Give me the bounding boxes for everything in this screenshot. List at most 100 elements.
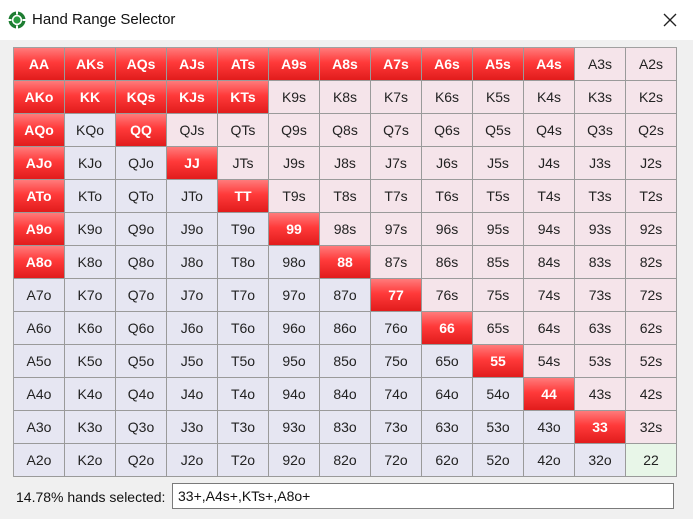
hand-cell-qts[interactable]: QTs [218, 114, 269, 147]
hand-cell-64o[interactable]: 64o [422, 378, 473, 411]
hand-cell-k3s[interactable]: K3s [575, 81, 626, 114]
hand-cell-99[interactable]: 99 [269, 213, 320, 246]
hand-cell-a9s[interactable]: A9s [269, 48, 320, 81]
hand-cell-a2s[interactable]: A2s [626, 48, 677, 81]
hand-cell-q7o[interactable]: Q7o [116, 279, 167, 312]
hand-cell-aa[interactable]: AA [14, 48, 65, 81]
hand-cell-j2s[interactable]: J2s [626, 147, 677, 180]
hand-cell-53o[interactable]: 53o [473, 411, 524, 444]
hand-cell-73o[interactable]: 73o [371, 411, 422, 444]
hand-cell-t9o[interactable]: T9o [218, 213, 269, 246]
hand-cell-q6o[interactable]: Q6o [116, 312, 167, 345]
hand-cell-ajo[interactable]: AJo [14, 147, 65, 180]
hand-cell-j3o[interactable]: J3o [167, 411, 218, 444]
hand-cell-a3o[interactable]: A3o [14, 411, 65, 444]
hand-cell-qto[interactable]: QTo [116, 180, 167, 213]
hand-cell-k4s[interactable]: K4s [524, 81, 575, 114]
hand-cell-t3o[interactable]: T3o [218, 411, 269, 444]
hand-cell-j8s[interactable]: J8s [320, 147, 371, 180]
hand-cell-k4o[interactable]: K4o [65, 378, 116, 411]
hand-cell-72o[interactable]: 72o [371, 444, 422, 477]
hand-cell-95o[interactable]: 95o [269, 345, 320, 378]
hand-cell-j2o[interactable]: J2o [167, 444, 218, 477]
hand-cell-t7o[interactable]: T7o [218, 279, 269, 312]
hand-cell-66[interactable]: 66 [422, 312, 473, 345]
hand-cell-22[interactable]: 22 [626, 444, 677, 477]
hand-cell-63o[interactable]: 63o [422, 411, 473, 444]
hand-cell-a7o[interactable]: A7o [14, 279, 65, 312]
hand-cell-t5s[interactable]: T5s [473, 180, 524, 213]
hand-cell-k6o[interactable]: K6o [65, 312, 116, 345]
hand-cell-a8o[interactable]: A8o [14, 246, 65, 279]
hand-cell-k6s[interactable]: K6s [422, 81, 473, 114]
hand-cell-j5o[interactable]: J5o [167, 345, 218, 378]
hand-cell-64s[interactable]: 64s [524, 312, 575, 345]
hand-cell-kqo[interactable]: KQo [65, 114, 116, 147]
hand-cell-53s[interactable]: 53s [575, 345, 626, 378]
hand-cell-q3o[interactable]: Q3o [116, 411, 167, 444]
hand-cell-88[interactable]: 88 [320, 246, 371, 279]
hand-cell-44[interactable]: 44 [524, 378, 575, 411]
hand-cell-j4s[interactable]: J4s [524, 147, 575, 180]
hand-cell-t8s[interactable]: T8s [320, 180, 371, 213]
hand-cell-j4o[interactable]: J4o [167, 378, 218, 411]
hand-cell-t2s[interactable]: T2s [626, 180, 677, 213]
hand-cell-62o[interactable]: 62o [422, 444, 473, 477]
hand-cell-86o[interactable]: 86o [320, 312, 371, 345]
hand-cell-kto[interactable]: KTo [65, 180, 116, 213]
hand-cell-t7s[interactable]: T7s [371, 180, 422, 213]
hand-cell-j3s[interactable]: J3s [575, 147, 626, 180]
hand-cell-94o[interactable]: 94o [269, 378, 320, 411]
hand-cell-77[interactable]: 77 [371, 279, 422, 312]
hand-cell-a5o[interactable]: A5o [14, 345, 65, 378]
hand-cell-j7s[interactable]: J7s [371, 147, 422, 180]
hand-cell-ajs[interactable]: AJs [167, 48, 218, 81]
hand-cell-54s[interactable]: 54s [524, 345, 575, 378]
hand-cell-42o[interactable]: 42o [524, 444, 575, 477]
hand-cell-j9s[interactable]: J9s [269, 147, 320, 180]
hand-cell-t2o[interactable]: T2o [218, 444, 269, 477]
hand-cell-q9s[interactable]: Q9s [269, 114, 320, 147]
hand-cell-j7o[interactable]: J7o [167, 279, 218, 312]
hand-cell-97s[interactable]: 97s [371, 213, 422, 246]
hand-cell-74o[interactable]: 74o [371, 378, 422, 411]
hand-cell-t6o[interactable]: T6o [218, 312, 269, 345]
hand-cell-87s[interactable]: 87s [371, 246, 422, 279]
range-input[interactable] [172, 483, 674, 509]
hand-cell-83s[interactable]: 83s [575, 246, 626, 279]
hand-cell-82o[interactable]: 82o [320, 444, 371, 477]
hand-cell-a4s[interactable]: A4s [524, 48, 575, 81]
hand-cell-t6s[interactable]: T6s [422, 180, 473, 213]
hand-cell-q7s[interactable]: Q7s [371, 114, 422, 147]
hand-cell-74s[interactable]: 74s [524, 279, 575, 312]
hand-cell-q6s[interactable]: Q6s [422, 114, 473, 147]
hand-cell-t5o[interactable]: T5o [218, 345, 269, 378]
hand-cell-q3s[interactable]: Q3s [575, 114, 626, 147]
hand-cell-q4s[interactable]: Q4s [524, 114, 575, 147]
hand-cell-k5o[interactable]: K5o [65, 345, 116, 378]
hand-cell-a2o[interactable]: A2o [14, 444, 65, 477]
hand-cell-aks[interactable]: AKs [65, 48, 116, 81]
hand-cell-q9o[interactable]: Q9o [116, 213, 167, 246]
hand-cell-q2s[interactable]: Q2s [626, 114, 677, 147]
hand-cell-q8o[interactable]: Q8o [116, 246, 167, 279]
hand-cell-93o[interactable]: 93o [269, 411, 320, 444]
hand-cell-kqs[interactable]: KQs [116, 81, 167, 114]
hand-cell-ako[interactable]: AKo [14, 81, 65, 114]
hand-cell-j5s[interactable]: J5s [473, 147, 524, 180]
hand-cell-82s[interactable]: 82s [626, 246, 677, 279]
hand-cell-k2o[interactable]: K2o [65, 444, 116, 477]
hand-cell-85o[interactable]: 85o [320, 345, 371, 378]
hand-cell-87o[interactable]: 87o [320, 279, 371, 312]
hand-cell-83o[interactable]: 83o [320, 411, 371, 444]
hand-cell-62s[interactable]: 62s [626, 312, 677, 345]
hand-cell-t4o[interactable]: T4o [218, 378, 269, 411]
hand-cell-q4o[interactable]: Q4o [116, 378, 167, 411]
hand-cell-k2s[interactable]: K2s [626, 81, 677, 114]
hand-cell-43s[interactable]: 43s [575, 378, 626, 411]
hand-cell-76s[interactable]: 76s [422, 279, 473, 312]
hand-cell-jts[interactable]: JTs [218, 147, 269, 180]
hand-cell-k7o[interactable]: K7o [65, 279, 116, 312]
hand-cell-84o[interactable]: 84o [320, 378, 371, 411]
hand-cell-qq[interactable]: QQ [116, 114, 167, 147]
